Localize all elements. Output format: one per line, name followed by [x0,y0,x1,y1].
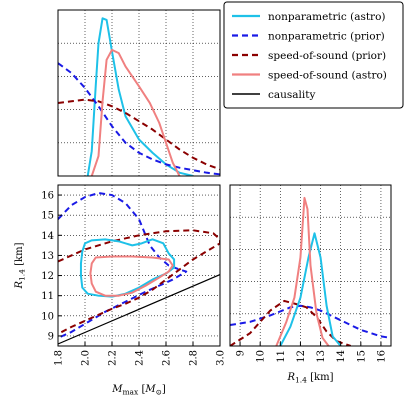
r14-xtick-label: 10 [256,350,267,363]
mmax-curve-nonparametric-astro [86,17,194,176]
joint-contour-speed-of-sound-prior [58,229,220,335]
joint-xtick-label: 2.0 [81,350,92,366]
r14-frame [229,184,392,347]
r14-xtick-label: 16 [376,350,387,363]
joint-contour-panel: 9 10 11 12 13 14 15 16 1.8 2.0 2.2 2.4 2.6 2.8 3.0 R1.4… [14,184,227,397]
joint-contour-speed-of-sound-astro [89,255,174,297]
joint-xtick-label: 2.2 [108,350,119,366]
joint-xtick-label: 3.0 [216,350,227,366]
joint-contour-causality [58,274,220,345]
legend-box [223,1,404,109]
joint-ytick-label: 11 [41,291,54,302]
joint-xtick-label: 1.8 [54,350,65,366]
r14-xtick-label: 9 [236,350,247,356]
joint-ytick-label: 13 [41,251,54,262]
r14-xtick-label: 15 [356,350,367,363]
r14-xlabel: R1.4 [km] [287,372,334,385]
legend-label-causality: causality [268,89,315,101]
mmax-marginal-panel [57,9,221,177]
joint-ytick-label: 16 [41,191,54,202]
joint-ytick-label: 15 [41,211,54,222]
mmax-curve-nonparametric-prior [58,62,220,176]
joint-ytick-label: 9 [48,331,54,342]
joint-xtick-label: 2.8 [189,350,200,366]
legend-label-nonparametric-prior: nonparametric (prior) [268,30,385,42]
joint-ylabel: R1.4 [km] [14,242,27,289]
r14-xtick-label: 11 [276,350,287,363]
legend-label-speed-of-sound-astro: speed-of-sound (astro) [268,69,387,81]
r14-xtick-label: 12 [296,350,307,363]
mmax-frame [57,9,221,177]
joint-xtick-label: 2.6 [162,350,173,366]
r14-curve-nonparametric-prior [230,304,391,339]
legend-label-nonparametric-astro: nonparametric (astro) [268,11,386,23]
r14-curve-nonparametric-astro [279,232,342,346]
r14-xtick-label: 13 [316,350,327,363]
joint-xtick-label: 2.4 [135,350,146,366]
joint-ytick-label: 12 [41,271,54,282]
r14-marginal-panel: 9 10 11 12 13 14 15 16 R1.4 [km] [229,184,392,385]
r14-xtick-label: 14 [336,350,347,363]
legend: nonparametric (astro) nonparametric (prio… [223,1,404,109]
joint-ytick-label: 14 [41,231,54,242]
mmax-curve-speed-of-sound-astro [90,48,181,176]
r14-curve-speed-of-sound-astro [275,196,330,346]
legend-label-speed-of-sound-prior: speed-of-sound (prior) [268,50,386,62]
mmax-curve-speed-of-sound-prior [58,98,220,171]
joint-ytick-label: 10 [41,311,54,322]
joint-xlabel: Mmax [M⊙] [111,384,166,397]
